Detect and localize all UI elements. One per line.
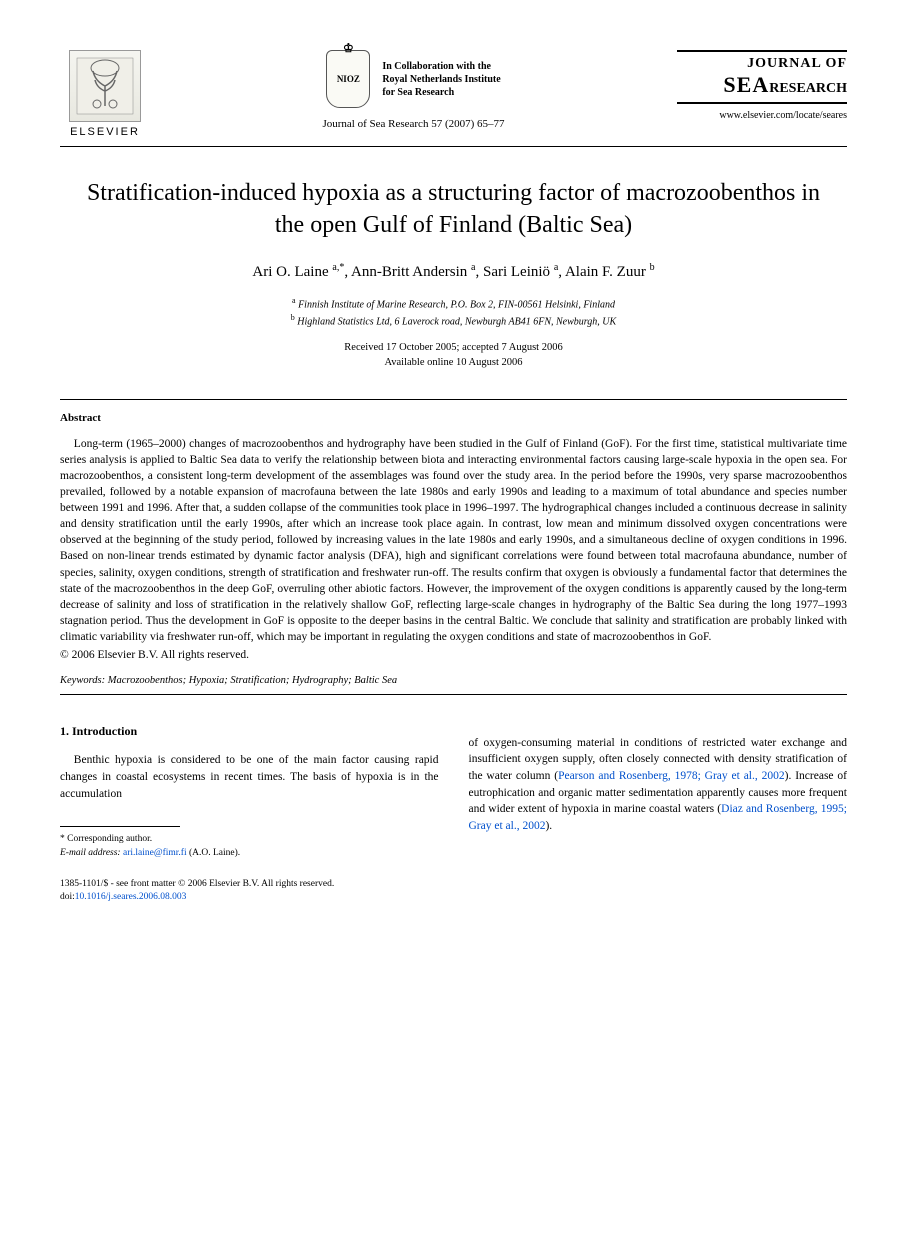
author-2: Ann-Britt Andersin — [351, 264, 467, 280]
article-dates: Received 17 October 2005; accepted 7 Aug… — [60, 341, 847, 370]
citation-1[interactable]: Pearson and Rosenberg, 1978; Gray et al.… — [558, 770, 785, 782]
crown-icon: ♔ — [343, 41, 354, 56]
journal-reference: Journal of Sea Research 57 (2007) 65–77 — [170, 118, 657, 130]
nioz-row: ♔ NIOZ In Collaboration with the Royal N… — [170, 50, 657, 108]
footnote-block: * Corresponding author. E-mail address: … — [60, 833, 439, 860]
body-columns: 1. Introduction Benthic hypoxia is consi… — [60, 723, 847, 860]
aff-b-text: Highland Statistics Ltd, 6 Laverock road… — [297, 316, 616, 327]
intro-left-para: Benthic hypoxia is considered to be one … — [60, 752, 439, 802]
header-center: ♔ NIOZ In Collaboration with the Royal N… — [150, 50, 677, 130]
journal-logo: JOURNAL OF SEARESEARCH www.elsevier.com/… — [677, 50, 847, 121]
author-1: Ari O. Laine — [252, 264, 328, 280]
affiliations: a Finnish Institute of Marine Research, … — [60, 295, 847, 330]
author-3-sup: a — [554, 262, 558, 273]
nioz-logo-icon: ♔ NIOZ — [326, 50, 370, 108]
doi-line: doi:10.1016/j.seares.2006.08.003 — [60, 891, 847, 904]
intro-heading: 1. Introduction — [60, 723, 439, 740]
author-4: Alain F. Zuur — [565, 264, 646, 280]
header-rule — [60, 146, 847, 147]
abstract-text: Long-term (1965–2000) changes of macrozo… — [60, 436, 847, 645]
email-link[interactable]: ari.laine@fimr.fi — [123, 848, 187, 858]
affiliation-b: b Highland Statistics Ltd, 6 Laverock ro… — [60, 312, 847, 329]
right-column: of oxygen-consuming material in conditio… — [469, 723, 848, 860]
front-matter-line: 1385-1101/$ - see front matter © 2006 El… — [60, 878, 847, 891]
doi-link[interactable]: 10.1016/j.seares.2006.08.003 — [75, 892, 187, 902]
keywords-text: Macrozoobenthos; Hypoxia; Stratification… — [108, 675, 397, 686]
author-2-sup: a — [471, 262, 475, 273]
sea-label: SEA — [723, 72, 769, 97]
email-suffix: (A.O. Laine). — [189, 848, 240, 858]
keywords-label: Keywords: — [60, 675, 105, 686]
journal-logo-box: JOURNAL OF SEARESEARCH — [677, 50, 847, 104]
email-label: E-mail address: — [60, 848, 121, 858]
authors-line: Ari O. Laine a,*, Ann-Britt Andersin a, … — [60, 262, 847, 281]
available-online: Available online 10 August 2006 — [60, 356, 847, 371]
corresponding-author: * Corresponding author. — [60, 833, 439, 846]
email-line: E-mail address: ari.laine@fimr.fi (A.O. … — [60, 847, 439, 860]
author-4-sup: b — [650, 262, 655, 273]
aff-b-sup: b — [291, 313, 295, 322]
affiliation-a: a Finnish Institute of Marine Research, … — [60, 295, 847, 312]
abstract-heading: Abstract — [60, 412, 847, 424]
collab-text: In Collaboration with the Royal Netherla… — [382, 60, 500, 99]
aff-a-text: Finnish Institute of Marine Research, P.… — [298, 299, 615, 310]
collab-line-1: In Collaboration with the — [382, 60, 500, 73]
elsevier-label: ELSEVIER — [70, 126, 140, 138]
abstract-copyright: © 2006 Elsevier B.V. All rights reserved… — [60, 649, 847, 661]
keywords-line: Keywords: Macrozoobenthos; Hypoxia; Stra… — [60, 675, 847, 686]
aff-a-sup: a — [292, 296, 296, 305]
received-accepted: Received 17 October 2005; accepted 7 Aug… — [60, 341, 847, 356]
article-title: Stratification-induced hypoxia as a stru… — [80, 177, 827, 242]
elsevier-logo: ELSEVIER — [60, 50, 150, 138]
right-text-3: ). — [545, 820, 552, 832]
collab-line-2: Royal Netherlands Institute — [382, 73, 500, 86]
nioz-text: NIOZ — [337, 74, 360, 84]
footnote-rule — [60, 826, 180, 827]
elsevier-tree-icon — [69, 50, 141, 122]
collab-line-3: for Sea Research — [382, 86, 500, 99]
footer-block: 1385-1101/$ - see front matter © 2006 El… — [60, 878, 847, 905]
header-row: ELSEVIER ♔ NIOZ In Collaboration with th… — [60, 50, 847, 138]
sea-research-label: SEARESEARCH — [677, 72, 847, 98]
author-1-sup: a,* — [332, 262, 344, 273]
doi-label: doi: — [60, 892, 75, 902]
journal-url[interactable]: www.elsevier.com/locate/seares — [677, 110, 847, 121]
abstract-top-rule — [60, 399, 847, 400]
abstract-bottom-rule — [60, 694, 847, 695]
left-column: 1. Introduction Benthic hypoxia is consi… — [60, 723, 439, 860]
journal-of-label: JOURNAL OF — [677, 56, 847, 72]
page-container: ELSEVIER ♔ NIOZ In Collaboration with th… — [0, 0, 907, 945]
intro-right-para: of oxygen-consuming material in conditio… — [469, 735, 848, 835]
research-label: RESEARCH — [769, 81, 847, 96]
author-3: Sari Leiniö — [483, 264, 550, 280]
